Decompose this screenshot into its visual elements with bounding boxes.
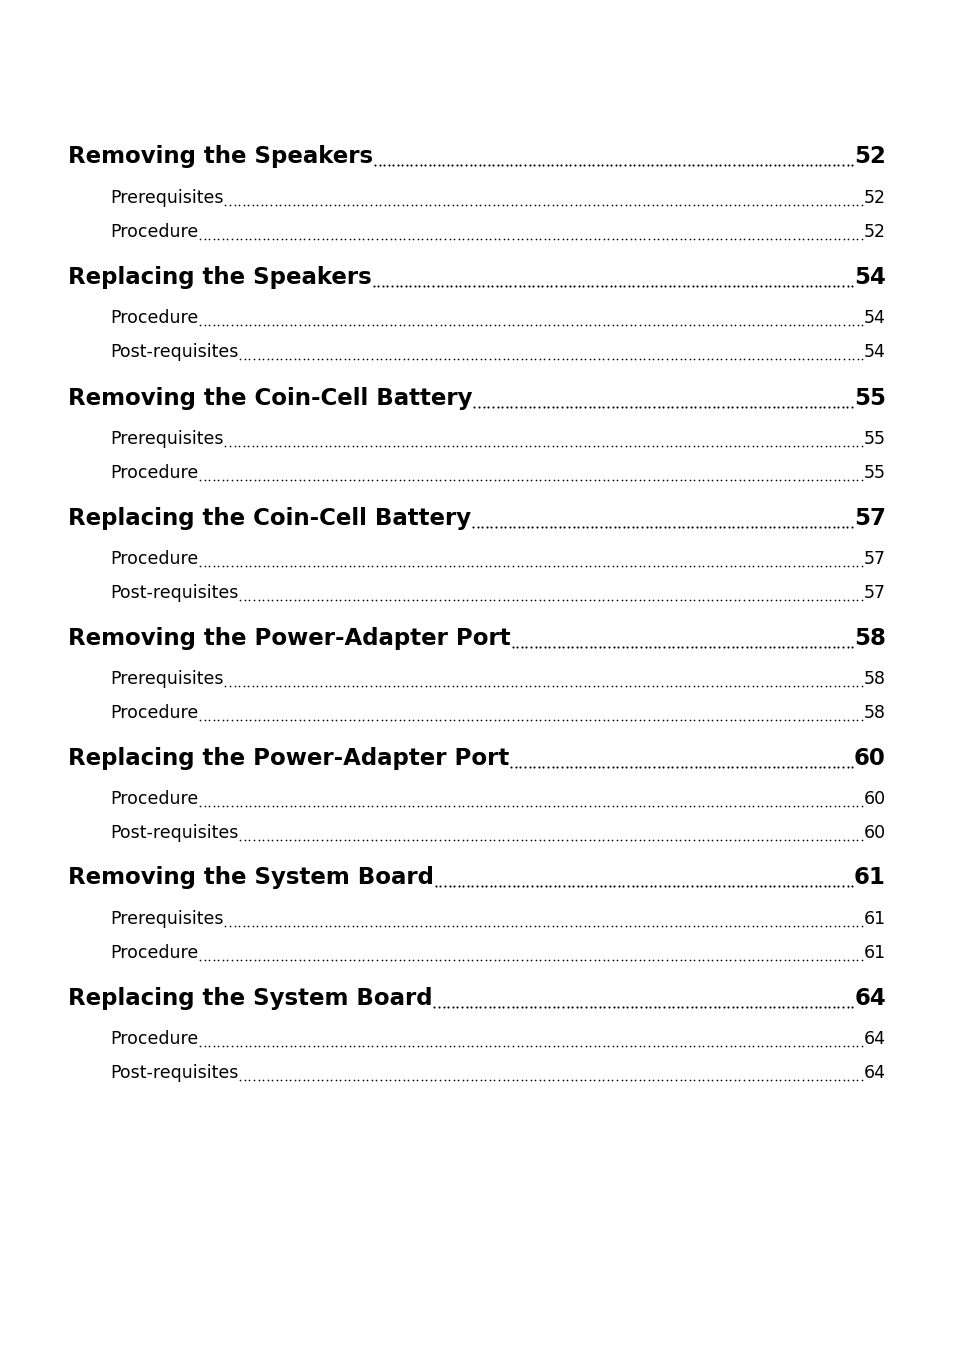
Text: 58: 58 (853, 627, 885, 650)
Text: 64: 64 (853, 988, 885, 1009)
Text: 55: 55 (863, 464, 885, 482)
Text: 64: 64 (863, 1030, 885, 1048)
Text: Procedure: Procedure (110, 309, 198, 326)
Text: 61: 61 (863, 910, 885, 928)
Text: 57: 57 (853, 507, 885, 530)
Text: Post-requisites: Post-requisites (110, 343, 238, 361)
Text: 55: 55 (853, 387, 885, 410)
Text: Prerequisites: Prerequisites (110, 910, 223, 928)
Text: 61: 61 (863, 944, 885, 962)
Text: 64: 64 (863, 1064, 885, 1082)
Text: Procedure: Procedure (110, 790, 198, 809)
Text: Procedure: Procedure (110, 464, 198, 482)
Text: Removing the System Board: Removing the System Board (68, 866, 434, 889)
Text: Procedure: Procedure (110, 944, 198, 962)
Text: 60: 60 (863, 790, 885, 809)
Text: 57: 57 (863, 585, 885, 602)
Text: Post-requisites: Post-requisites (110, 585, 238, 602)
Text: Prerequisites: Prerequisites (110, 430, 223, 448)
Text: 57: 57 (863, 550, 885, 568)
Text: 54: 54 (863, 309, 885, 326)
Text: Prerequisites: Prerequisites (110, 189, 223, 208)
Text: Replacing the System Board: Replacing the System Board (68, 988, 432, 1009)
Text: Prerequisites: Prerequisites (110, 669, 223, 688)
Text: Replacing the Coin-Cell Battery: Replacing the Coin-Cell Battery (68, 507, 471, 530)
Text: Post-requisites: Post-requisites (110, 1064, 238, 1082)
Text: Procedure: Procedure (110, 1030, 198, 1048)
Text: Removing the Coin-Cell Battery: Removing the Coin-Cell Battery (68, 387, 472, 410)
Text: 58: 58 (863, 669, 885, 688)
Text: Removing the Speakers: Removing the Speakers (68, 145, 373, 168)
Text: Post-requisites: Post-requisites (110, 824, 238, 841)
Text: 58: 58 (863, 703, 885, 723)
Text: 52: 52 (863, 223, 885, 240)
Text: 60: 60 (853, 747, 885, 770)
Text: 54: 54 (863, 343, 885, 361)
Text: 55: 55 (863, 430, 885, 448)
Text: 61: 61 (853, 866, 885, 889)
Text: Procedure: Procedure (110, 223, 198, 240)
Text: Removing the Power-Adapter Port: Removing the Power-Adapter Port (68, 627, 510, 650)
Text: 52: 52 (863, 189, 885, 208)
Text: Procedure: Procedure (110, 550, 198, 568)
Text: 52: 52 (853, 145, 885, 168)
Text: Replacing the Speakers: Replacing the Speakers (68, 266, 372, 290)
Text: Replacing the Power-Adapter Port: Replacing the Power-Adapter Port (68, 747, 509, 770)
Text: Procedure: Procedure (110, 703, 198, 723)
Text: 54: 54 (853, 266, 885, 290)
Text: 60: 60 (863, 824, 885, 841)
